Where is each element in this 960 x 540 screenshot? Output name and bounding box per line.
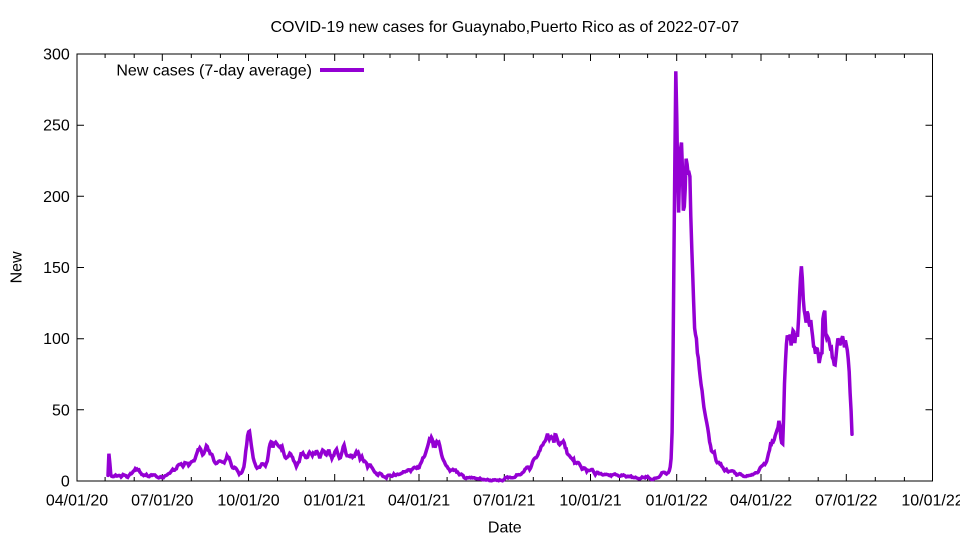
- svg-text:200: 200: [43, 189, 70, 206]
- svg-text:150: 150: [43, 260, 70, 277]
- svg-text:04/01/21: 04/01/21: [388, 493, 450, 510]
- svg-text:07/01/22: 07/01/22: [815, 493, 877, 510]
- svg-text:07/01/20: 07/01/20: [131, 493, 193, 510]
- svg-text:50: 50: [52, 402, 70, 419]
- svg-text:07/01/21: 07/01/21: [473, 493, 535, 510]
- svg-text:New: New: [9, 251, 26, 283]
- svg-text:10/01/20: 10/01/20: [217, 493, 279, 510]
- svg-text:100: 100: [43, 331, 70, 348]
- svg-text:04/01/22: 04/01/22: [730, 493, 792, 510]
- svg-text:COVID-19 new cases for Guaynab: COVID-19 new cases for Guaynabo,Puerto R…: [270, 19, 739, 36]
- svg-text:Date: Date: [488, 520, 522, 537]
- svg-text:New cases (7-day average): New cases (7-day average): [116, 63, 312, 80]
- svg-text:01/01/21: 01/01/21: [304, 493, 366, 510]
- svg-text:01/01/22: 01/01/22: [646, 493, 708, 510]
- svg-text:300: 300: [43, 47, 70, 64]
- svg-text:10/01/21: 10/01/21: [559, 493, 621, 510]
- svg-text:0: 0: [61, 474, 70, 491]
- svg-text:250: 250: [43, 118, 70, 135]
- svg-text:10/01/22: 10/01/22: [901, 493, 960, 510]
- svg-text:04/01/20: 04/01/20: [46, 493, 108, 510]
